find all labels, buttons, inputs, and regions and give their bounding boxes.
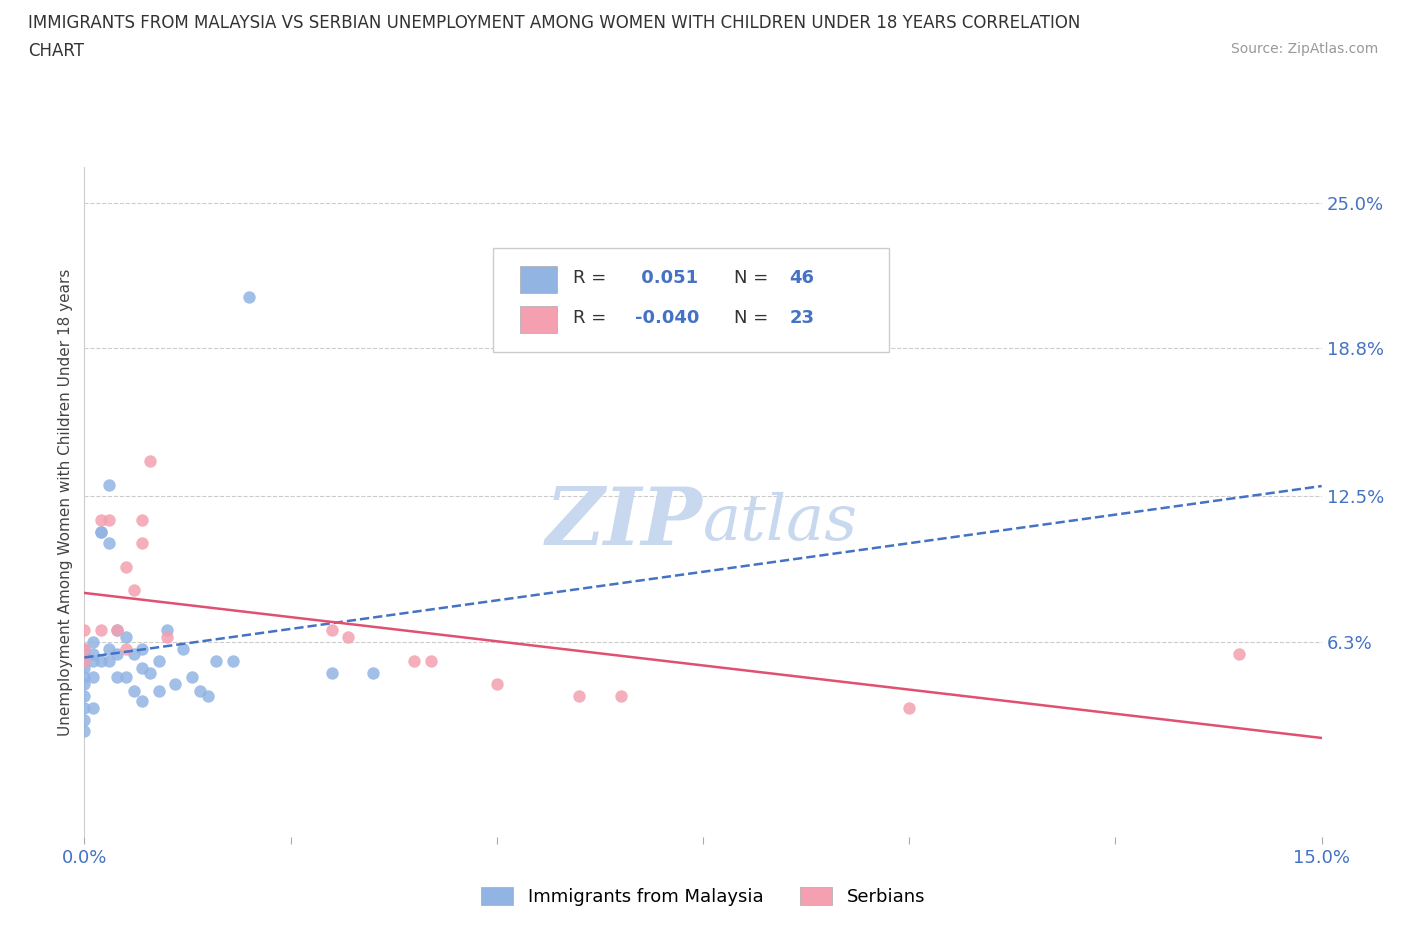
Point [82, 700, 104, 715]
Point [122, 646, 145, 661]
Point [609, 688, 631, 703]
Point [898, 700, 921, 715]
Point [568, 688, 591, 703]
Point [122, 583, 145, 598]
Point [90, 654, 112, 669]
FancyBboxPatch shape [520, 266, 557, 293]
Point [156, 623, 179, 638]
Point [82, 634, 104, 649]
Point [321, 665, 343, 680]
FancyBboxPatch shape [520, 306, 557, 333]
Point [98, 477, 121, 492]
Text: R =: R = [574, 269, 612, 286]
Point [114, 642, 136, 657]
Point [82, 646, 104, 661]
Text: atlas: atlas [703, 491, 858, 553]
Text: N =: N = [734, 309, 773, 327]
Point [73, 688, 96, 703]
Point [90, 525, 112, 539]
Point [131, 693, 153, 708]
FancyBboxPatch shape [492, 247, 889, 352]
Point [419, 654, 441, 669]
Point [73, 660, 96, 675]
Point [82, 670, 104, 684]
Y-axis label: Unemployment Among Women with Children Under 18 years: Unemployment Among Women with Children U… [58, 269, 73, 736]
Point [73, 677, 96, 692]
Point [105, 623, 128, 638]
Legend: Immigrants from Malaysia, Serbians: Immigrants from Malaysia, Serbians [472, 878, 934, 915]
Point [337, 630, 360, 644]
Point [122, 684, 145, 698]
Point [114, 559, 136, 574]
Point [238, 289, 260, 304]
Point [73, 670, 96, 684]
Point [197, 688, 219, 703]
Point [90, 623, 112, 638]
Point [131, 536, 153, 551]
Text: 0.051: 0.051 [636, 269, 697, 286]
Text: IMMIGRANTS FROM MALAYSIA VS SERBIAN UNEMPLOYMENT AMONG WOMEN WITH CHILDREN UNDER: IMMIGRANTS FROM MALAYSIA VS SERBIAN UNEM… [28, 14, 1080, 32]
Point [82, 654, 104, 669]
Point [131, 660, 153, 675]
Point [131, 512, 153, 527]
Point [73, 654, 96, 669]
Point [73, 646, 96, 661]
Point [172, 642, 194, 657]
Text: Source: ZipAtlas.com: Source: ZipAtlas.com [1230, 42, 1378, 56]
Point [148, 654, 170, 669]
Point [148, 684, 170, 698]
Point [1227, 646, 1250, 661]
Point [188, 684, 211, 698]
Text: N =: N = [734, 269, 773, 286]
Point [180, 670, 202, 684]
Point [105, 670, 128, 684]
Point [90, 525, 112, 539]
Point [73, 623, 96, 638]
Point [105, 623, 128, 638]
Point [98, 512, 121, 527]
Point [90, 512, 112, 527]
Text: ZIP: ZIP [546, 484, 703, 561]
Text: CHART: CHART [28, 42, 84, 60]
Point [73, 712, 96, 727]
Point [321, 623, 343, 638]
Point [156, 630, 179, 644]
Point [73, 642, 96, 657]
Point [98, 536, 121, 551]
Text: -0.040: -0.040 [636, 309, 699, 327]
Point [114, 630, 136, 644]
Point [114, 670, 136, 684]
Point [105, 646, 128, 661]
Point [73, 642, 96, 657]
Point [139, 454, 162, 469]
Point [98, 654, 121, 669]
Point [73, 700, 96, 715]
Point [404, 654, 426, 669]
Point [139, 665, 162, 680]
Text: 46: 46 [790, 269, 814, 286]
Point [205, 654, 228, 669]
Point [485, 677, 508, 692]
Point [361, 665, 384, 680]
Point [73, 724, 96, 738]
Point [131, 642, 153, 657]
Point [98, 642, 121, 657]
Point [73, 654, 96, 669]
Text: R =: R = [574, 309, 612, 327]
Text: 23: 23 [790, 309, 814, 327]
Point [222, 654, 245, 669]
Point [165, 677, 187, 692]
